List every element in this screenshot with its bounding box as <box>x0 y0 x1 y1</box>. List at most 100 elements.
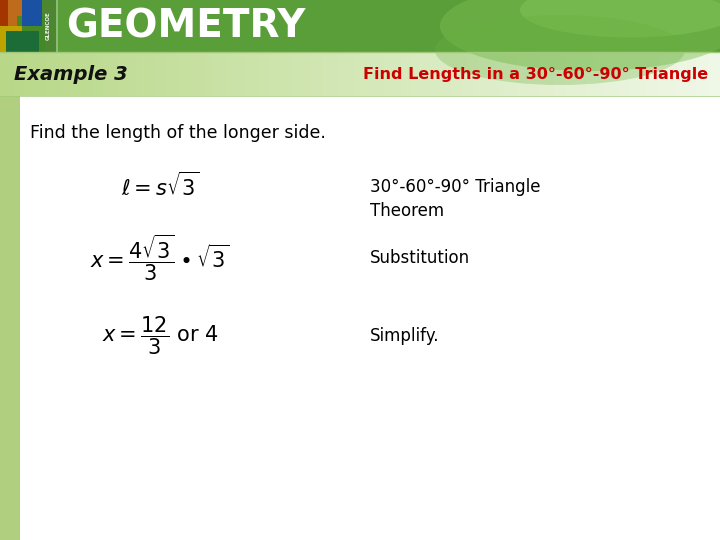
Bar <box>391 52 395 96</box>
Bar <box>648 52 652 96</box>
Bar <box>79 52 83 96</box>
Bar <box>19 52 22 96</box>
Bar <box>650 52 654 96</box>
Bar <box>480 52 483 96</box>
Bar <box>432 52 436 96</box>
Bar <box>358 52 361 96</box>
Bar <box>312 52 315 96</box>
Bar <box>276 52 279 96</box>
Bar <box>48 52 51 96</box>
Bar <box>504 52 508 96</box>
Ellipse shape <box>520 0 720 37</box>
Bar <box>72 52 76 96</box>
Bar <box>473 52 476 96</box>
Bar <box>369 52 373 96</box>
Bar <box>202 52 205 96</box>
Bar <box>542 52 546 96</box>
Bar <box>713 52 716 96</box>
Bar <box>576 52 580 96</box>
Bar <box>346 52 349 96</box>
Bar <box>29 52 32 96</box>
Bar <box>156 52 159 96</box>
Bar <box>468 52 472 96</box>
Bar <box>571 52 575 96</box>
Bar <box>667 52 670 96</box>
Bar <box>423 52 426 96</box>
Bar <box>492 52 495 96</box>
Bar <box>2 52 6 96</box>
Bar <box>351 52 354 96</box>
Bar <box>718 52 720 96</box>
Bar <box>22 0 42 26</box>
Bar <box>266 52 270 96</box>
Bar <box>552 52 555 96</box>
Bar <box>240 52 243 96</box>
Bar <box>449 52 452 96</box>
Bar <box>0 96 20 540</box>
Bar <box>20 96 720 540</box>
Bar <box>535 52 539 96</box>
Bar <box>567 52 570 96</box>
Bar <box>274 52 277 96</box>
Text: Substitution: Substitution <box>370 249 470 267</box>
Bar <box>120 52 123 96</box>
Bar <box>96 52 99 96</box>
Bar <box>218 52 222 96</box>
Bar <box>254 52 258 96</box>
Bar <box>526 52 529 96</box>
Bar <box>0 26 22 52</box>
Bar <box>367 52 371 96</box>
Bar <box>99 52 102 96</box>
Bar <box>612 52 616 96</box>
Bar <box>405 52 409 96</box>
Bar <box>509 52 512 96</box>
Bar <box>353 52 356 96</box>
Bar <box>238 52 241 96</box>
Text: Find the length of the longer side.: Find the length of the longer side. <box>30 124 326 142</box>
Bar <box>17 52 20 96</box>
Bar <box>261 52 265 96</box>
Bar <box>290 52 294 96</box>
Bar <box>427 52 431 96</box>
Bar <box>288 52 292 96</box>
Bar <box>221 52 224 96</box>
Bar <box>300 52 303 96</box>
Bar <box>199 52 202 96</box>
Bar <box>163 52 166 96</box>
Bar <box>696 52 699 96</box>
Bar <box>168 52 171 96</box>
Bar <box>715 52 719 96</box>
Bar <box>14 52 18 96</box>
Bar <box>418 52 421 96</box>
Text: GLENCOE: GLENCOE <box>45 12 50 40</box>
Bar <box>549 52 553 96</box>
Bar <box>657 52 661 96</box>
Bar <box>91 52 94 96</box>
Bar <box>562 52 565 96</box>
Text: Find Lengths in a 30°-60°-90° Triangle: Find Lengths in a 30°-60°-90° Triangle <box>363 66 708 82</box>
Bar <box>639 52 642 96</box>
Bar <box>252 52 256 96</box>
Bar <box>626 52 630 96</box>
Bar <box>108 52 112 96</box>
Bar <box>257 52 260 96</box>
Bar <box>454 52 457 96</box>
Bar <box>113 52 116 96</box>
Bar <box>495 52 498 96</box>
Bar <box>360 52 364 96</box>
Bar <box>682 52 685 96</box>
Text: Example 3: Example 3 <box>14 64 127 84</box>
Bar <box>569 52 572 96</box>
Bar <box>511 52 515 96</box>
Bar <box>660 52 663 96</box>
Bar <box>144 52 148 96</box>
Bar <box>0 52 4 96</box>
Bar <box>70 52 73 96</box>
Bar <box>590 52 594 96</box>
Bar <box>58 52 61 96</box>
Bar <box>372 52 375 96</box>
Bar <box>384 52 387 96</box>
Bar <box>228 52 231 96</box>
Bar <box>81 52 85 96</box>
Bar <box>497 52 500 96</box>
